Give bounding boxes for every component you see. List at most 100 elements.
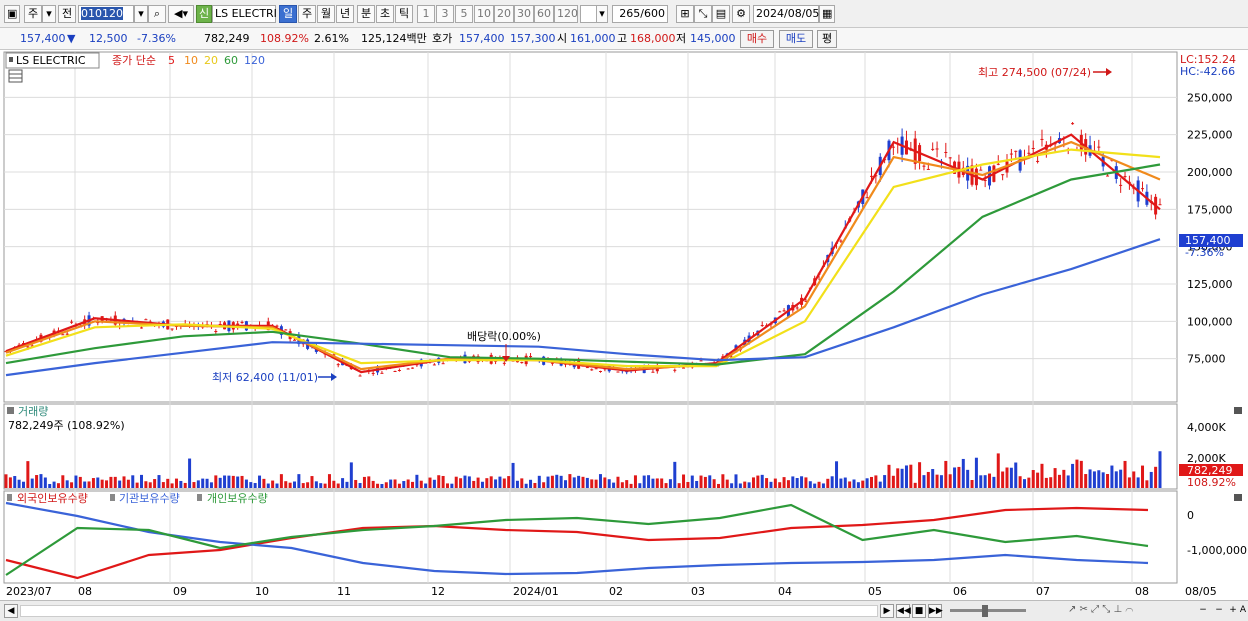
search-icon[interactable]: ⌕ <box>148 5 166 23</box>
speaker-icon[interactable]: ◀▾ <box>168 5 194 23</box>
zoom-out-icon[interactable]: − <box>1199 605 1207 615</box>
interval-1-button[interactable]: 1 <box>417 5 435 23</box>
interval-30-button[interactable]: 30 <box>514 5 534 23</box>
volume-bar <box>559 475 563 488</box>
holding-panel-close-icon[interactable] <box>1234 494 1242 501</box>
volume-bar <box>568 474 572 488</box>
volume-bar <box>738 483 742 488</box>
zoom-fit-icon[interactable]: − <box>1215 605 1223 615</box>
code-dropdown-icon[interactable]: ▾ <box>134 5 148 23</box>
volume-bar <box>651 478 655 488</box>
scroll-track[interactable] <box>20 605 878 617</box>
period-minute-tab[interactable]: 분 <box>357 5 375 23</box>
interval-5-button[interactable]: 5 <box>455 5 473 23</box>
candle-body <box>983 180 987 182</box>
ma-line-120 <box>5 238 1161 377</box>
volume-bar <box>979 475 983 488</box>
volume-bar <box>668 479 672 488</box>
interval-60-button[interactable]: 60 <box>534 5 554 23</box>
volume-bar <box>555 474 559 488</box>
volume-bar <box>358 483 362 488</box>
zoom-in-icon[interactable]: + <box>1229 605 1237 615</box>
stock-code-input[interactable]: 010120 <box>78 5 134 23</box>
volume-bar <box>546 476 550 488</box>
save-icon[interactable]: ▤ <box>712 5 730 23</box>
volume-bar <box>953 467 957 488</box>
scroll-right-icon[interactable]: ▶ <box>880 604 894 618</box>
volume-bar <box>974 457 978 488</box>
zoom-slider[interactable] <box>950 609 1026 612</box>
indicator-icon[interactable]: ⤡ <box>694 5 712 23</box>
custom-interval-dropdown-icon[interactable]: ▾ <box>596 5 608 23</box>
calendar-icon[interactable]: ▦ <box>819 5 835 23</box>
volume-bar <box>411 481 415 488</box>
type-button[interactable]: 주 <box>24 5 42 23</box>
volume-bar <box>891 475 895 488</box>
volume-axis-2000k: 2,000K <box>1187 452 1226 465</box>
candle-body <box>616 371 620 373</box>
candle-body <box>293 339 296 341</box>
period-tick-tab[interactable]: 틱 <box>395 5 413 23</box>
period-second-tab[interactable]: 초 <box>376 5 394 23</box>
legend-ma60: 60 <box>224 54 238 67</box>
gear-icon[interactable]: ⚙ <box>732 5 750 23</box>
stop-icon[interactable]: ■ <box>912 604 926 618</box>
stock-chart[interactable]: LS ELECTRIC 종가 단순 5 10 20 60 120 LC:152.… <box>0 50 1248 600</box>
volume-bar <box>209 482 213 488</box>
interval-3-button[interactable]: 3 <box>436 5 454 23</box>
volume-bar <box>266 483 270 488</box>
interval-20-button[interactable]: 20 <box>494 5 514 23</box>
volume-bar <box>494 479 498 488</box>
volume-bar <box>817 481 821 488</box>
candle-body <box>730 356 734 358</box>
volume-bar <box>638 483 642 488</box>
period-day-tab[interactable]: 일 <box>279 5 297 23</box>
volume-bar <box>1110 465 1114 488</box>
volume-bar <box>996 453 1000 488</box>
chart-settings-icon[interactable]: ⊞ <box>676 5 694 23</box>
price-axis-label: 200,000 <box>1187 166 1233 179</box>
table-toggle-icon[interactable] <box>8 69 23 83</box>
scroll-left-icon[interactable]: ◀ <box>4 604 18 618</box>
volume-bar <box>489 476 493 488</box>
date-input[interactable]: 2024/08/05 <box>753 5 819 23</box>
period-month-tab[interactable]: 월 <box>317 5 335 23</box>
text-tool-icon[interactable]: A <box>1239 605 1247 615</box>
drawing-tools-icon[interactable]: ↗ ✂ ⤢ ⤡ ⊥ ⌒ <box>1068 604 1134 615</box>
window-menu-icon[interactable]: ▣ <box>4 5 20 23</box>
volume-bar <box>445 483 449 488</box>
buy-button[interactable]: 매수 <box>740 30 774 48</box>
candle-body <box>284 329 288 331</box>
volume-bar <box>61 475 65 488</box>
volume-panel-close-icon[interactable] <box>1234 407 1242 414</box>
scroll-end-icon[interactable]: ▶▶ <box>928 604 943 618</box>
period-year-tab[interactable]: 년 <box>336 5 354 23</box>
date-axis-label: 10 <box>255 585 269 598</box>
period-week-tab[interactable]: 주 <box>298 5 316 23</box>
volume-bar <box>926 471 930 488</box>
scroll-start-icon[interactable]: ◀◀ <box>896 604 911 618</box>
ma-line-20 <box>5 148 1161 368</box>
interval-10-button[interactable]: 10 <box>474 5 494 23</box>
chart-scrollbar[interactable]: ◀ ▶ ◀◀ ■ ▶▶ ↗ ✂ ⤢ ⤡ ⊥ ⌒ − − + A <box>0 600 1248 621</box>
volume-bar <box>17 479 21 488</box>
type-dropdown-icon[interactable]: ▾ <box>42 5 56 23</box>
date-axis-label: 06 <box>953 585 967 598</box>
volume-tag <box>1179 464 1243 476</box>
candle-body <box>891 146 895 148</box>
candle-body <box>870 175 873 177</box>
volume-bar <box>223 475 227 488</box>
legend-ma20: 20 <box>204 54 218 67</box>
prev-button[interactable]: 전 <box>58 5 76 23</box>
volume-bar <box>625 480 629 488</box>
candle-body <box>26 346 30 348</box>
zoom-slider-handle[interactable] <box>982 605 988 617</box>
volume-bar <box>74 475 78 488</box>
sell-button[interactable]: 매도 <box>779 30 813 48</box>
volume-bar <box>791 476 795 488</box>
volume-bar <box>432 479 436 488</box>
eval-button[interactable]: 평 <box>817 30 837 48</box>
interval-120-button[interactable]: 120 <box>554 5 578 23</box>
candle-body <box>1071 123 1075 125</box>
candle-body <box>1040 138 1044 140</box>
